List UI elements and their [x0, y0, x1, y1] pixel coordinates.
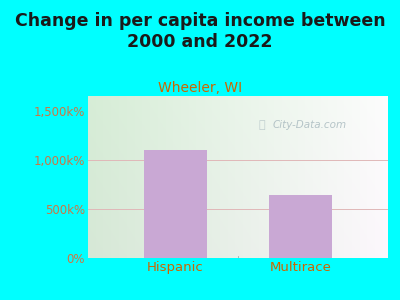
- Text: ⓘ: ⓘ: [259, 120, 265, 130]
- Text: Change in per capita income between
2000 and 2022: Change in per capita income between 2000…: [15, 12, 385, 51]
- Bar: [269, 195, 332, 258]
- Text: Wheeler, WI: Wheeler, WI: [158, 81, 242, 95]
- Text: City-Data.com: City-Data.com: [273, 120, 347, 130]
- Bar: [144, 150, 207, 258]
